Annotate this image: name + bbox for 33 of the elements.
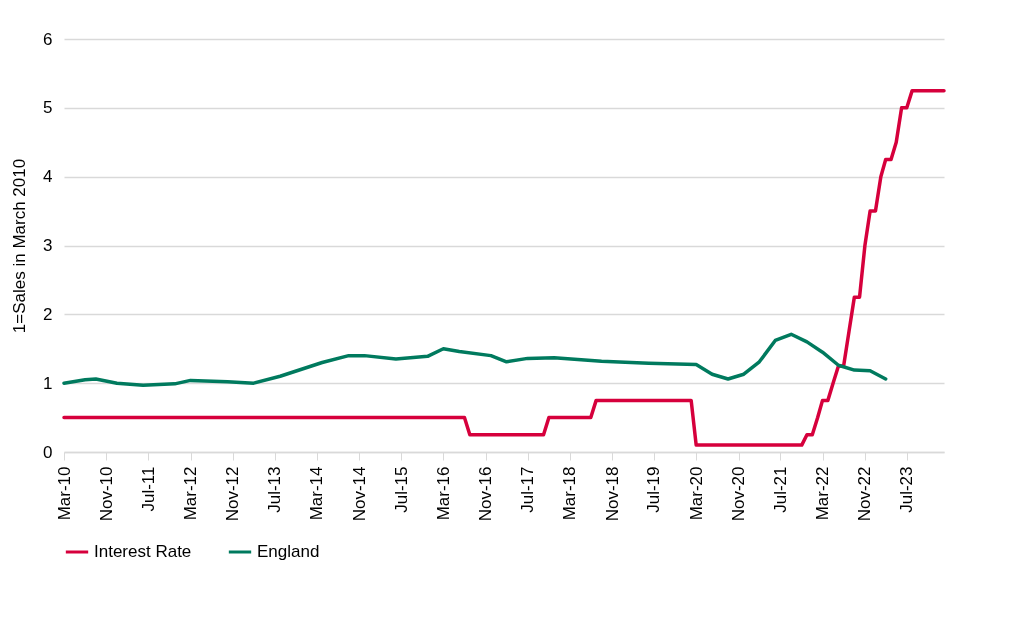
x-tick-label: Jul-21 (770, 466, 790, 513)
x-tick-label: Jul-19 (644, 466, 664, 513)
x-tick-label: Nov-14 (349, 466, 369, 522)
y-tick-label: 3 (43, 236, 53, 255)
x-tick-label: Nov-22 (855, 466, 875, 522)
legend-label: Interest Rate (94, 542, 192, 561)
line-series (62, 332, 888, 387)
legend-label: England (257, 542, 320, 561)
x-tick-label: Mar-22 (813, 466, 833, 521)
x-tick-label: Mar-18 (560, 466, 580, 521)
line-series (62, 88, 946, 447)
x-tick-label: Jul-23 (897, 466, 917, 513)
y-tick-label: 5 (43, 98, 53, 118)
x-tick-label: Mar-12 (181, 466, 201, 521)
y-tick-label: 6 (43, 29, 53, 49)
x-tick-label: Mar-14 (307, 466, 327, 521)
y-tick-label: 2 (43, 304, 53, 324)
x-tick-label: Jul-15 (391, 466, 411, 513)
x-tick-label: Nov-20 (729, 466, 749, 522)
x-tick-label: Nov-18 (602, 466, 622, 522)
y-tick-label: 1 (43, 373, 53, 393)
x-tick-label: Mar-20 (686, 466, 706, 521)
x-tick-label: Mar-16 (433, 466, 453, 521)
x-tick-label: Jul-13 (265, 466, 285, 513)
x-tick-label: Nov-10 (96, 466, 116, 522)
x-tick-label: Mar-10 (54, 466, 74, 521)
y-tick-label: 0 (43, 442, 53, 462)
y-tick-label: 4 (43, 167, 53, 187)
x-tick-label: Jul-11 (138, 466, 158, 512)
x-tick-label: Jul-17 (518, 466, 538, 513)
y-axis-title: 1=Sales in March 2010 (10, 158, 30, 334)
x-tick-label: Nov-12 (223, 466, 243, 522)
x-tick-label: Nov-16 (476, 466, 496, 522)
